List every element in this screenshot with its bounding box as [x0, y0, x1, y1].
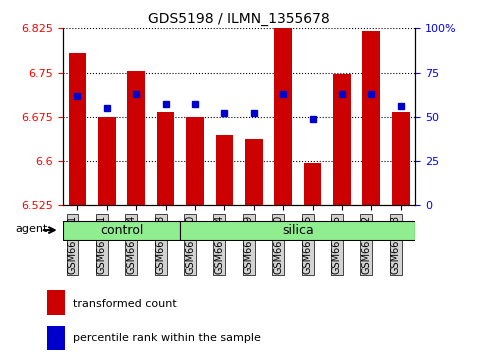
Text: control: control [100, 224, 143, 236]
Bar [215, 135, 233, 205]
Title: GDS5198 / ILMN_1355678: GDS5198 / ILMN_1355678 [148, 12, 330, 26]
Bar [333, 74, 351, 205]
Bar [392, 112, 410, 205]
Bar [304, 163, 321, 205]
FancyBboxPatch shape [180, 221, 415, 240]
Text: silica: silica [282, 224, 314, 236]
Bar [362, 31, 380, 205]
Bar [128, 72, 145, 205]
Bar [245, 139, 263, 205]
Bar [98, 117, 116, 205]
FancyBboxPatch shape [63, 221, 180, 240]
Text: transformed count: transformed count [73, 299, 177, 309]
Bar [186, 117, 204, 205]
Text: percentile rank within the sample: percentile rank within the sample [73, 333, 261, 343]
Bar [69, 53, 86, 205]
Bar [47, 326, 65, 350]
Text: agent: agent [15, 224, 48, 234]
Bar [157, 112, 174, 205]
Bar [274, 28, 292, 205]
Bar [47, 290, 65, 315]
